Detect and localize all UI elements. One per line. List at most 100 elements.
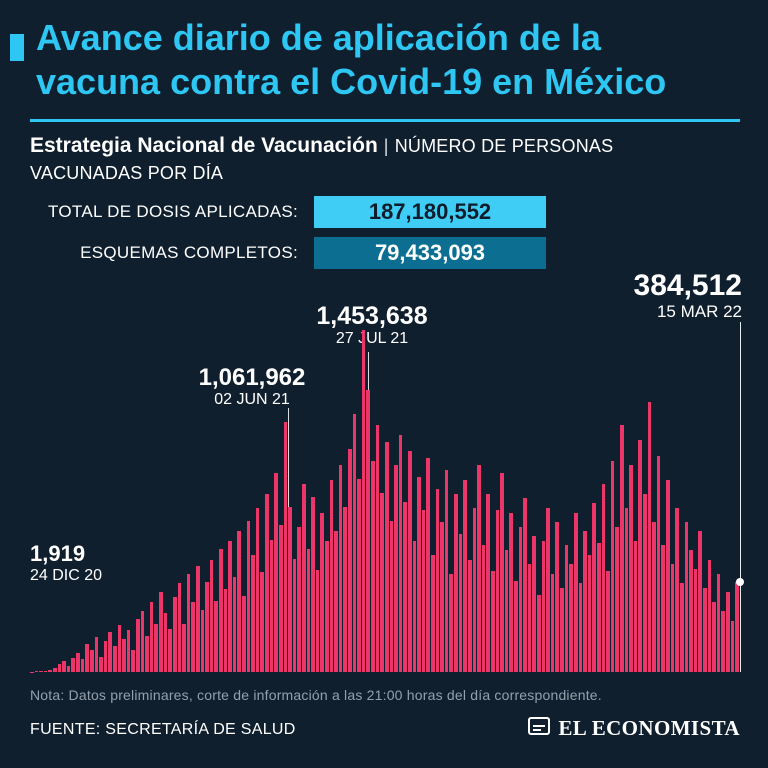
- bar: [260, 572, 265, 672]
- bar: [297, 526, 301, 672]
- bar: [647, 401, 652, 672]
- bar: [643, 493, 647, 672]
- bar: [610, 460, 615, 672]
- bar: [440, 521, 444, 672]
- bar: [94, 637, 99, 672]
- bar: [689, 550, 693, 672]
- annotation-peak: 1,453,638 27 JUL 21: [316, 302, 427, 348]
- annotation-last-day: 384,512 15 MAR 22: [634, 270, 742, 322]
- guide-line-july: [367, 352, 369, 426]
- bar: [343, 506, 348, 672]
- annotation-first-value: 1,919: [30, 541, 86, 566]
- bar: [504, 550, 509, 672]
- bar: [509, 512, 513, 672]
- stat-row-complete: ESQUEMAS COMPLETOS: 79,433,093: [30, 237, 546, 269]
- bar: [278, 525, 283, 672]
- bar: [89, 650, 94, 672]
- bar: [435, 488, 440, 672]
- bar: [573, 512, 578, 672]
- bar: [366, 390, 371, 672]
- bar: [140, 611, 145, 672]
- bar: [62, 661, 66, 672]
- bars-container: [30, 330, 740, 672]
- bar: [679, 583, 684, 672]
- bar: [449, 573, 454, 672]
- page-title: Avance diario de aplicación de la vacuna…: [36, 16, 748, 104]
- accent-square: [10, 34, 24, 61]
- bar: [122, 638, 126, 672]
- bar: [195, 565, 200, 672]
- bar: [583, 531, 587, 672]
- bar: [661, 545, 666, 672]
- bar: [596, 543, 601, 672]
- bar: [103, 640, 108, 672]
- bar: [481, 545, 486, 672]
- title-line1: Avance diario de aplicación de la: [36, 17, 601, 58]
- bar: [66, 665, 71, 672]
- bar: [417, 477, 421, 672]
- bar: [154, 624, 159, 672]
- guide-line-june: [288, 408, 290, 516]
- bar: [490, 571, 495, 672]
- total-doses-label: TOTAL DE DOSIS APLICADAS:: [48, 202, 298, 221]
- brand-wordmark: EL ECONOMISTA: [558, 716, 740, 740]
- bar: [209, 560, 214, 672]
- bar: [126, 630, 131, 672]
- bar: [555, 521, 560, 672]
- bar: [394, 465, 398, 672]
- bar: [684, 521, 689, 672]
- bar: [398, 434, 403, 672]
- subtitle-strong: Estrategia Nacional de Vacunación: [30, 134, 378, 157]
- bar: [53, 668, 57, 672]
- bar: [472, 507, 477, 672]
- right-axis-line: [740, 322, 741, 672]
- bar: [80, 658, 85, 672]
- bar: [730, 620, 735, 672]
- last-value-dot: [736, 578, 744, 586]
- bar: [606, 571, 610, 672]
- bar: [329, 479, 334, 672]
- bar: [670, 564, 675, 672]
- bar: [57, 664, 62, 672]
- bar: [652, 521, 656, 672]
- bar: [320, 512, 324, 672]
- bar: [214, 600, 218, 672]
- bar: [518, 526, 523, 672]
- bar: [112, 645, 117, 672]
- bar: [163, 612, 168, 672]
- bar: [454, 493, 458, 672]
- subtitle-separator: |: [383, 136, 389, 156]
- divider-rule: [30, 119, 740, 122]
- bar-chart: [30, 322, 744, 672]
- annotation-peak-date: 27 JUL 21: [335, 330, 409, 347]
- bar: [721, 611, 726, 672]
- bar: [569, 564, 573, 672]
- bar: [431, 554, 435, 672]
- bar: [620, 425, 624, 672]
- bar: [587, 554, 592, 672]
- bar: [315, 570, 320, 672]
- bar: [269, 539, 274, 672]
- bar: [228, 540, 232, 672]
- bar: [85, 644, 89, 672]
- title-line2: vacuna contra el Covid-19 en México: [36, 61, 667, 102]
- bar: [338, 465, 343, 672]
- bar: [532, 536, 537, 672]
- annotation-peak-value: 1,453,638: [316, 302, 428, 330]
- bar: [348, 448, 352, 672]
- bar: [389, 520, 394, 672]
- bar: [716, 573, 721, 672]
- bar: [500, 472, 504, 672]
- bar: [656, 456, 661, 672]
- bar: [177, 583, 182, 672]
- bar: [136, 619, 140, 672]
- footnote: Nota: Datos preliminares, corte de infor…: [30, 687, 602, 703]
- bar: [666, 479, 670, 672]
- bar: [301, 484, 306, 672]
- bar: [477, 465, 481, 672]
- bar: [71, 657, 76, 672]
- bar: [361, 330, 366, 672]
- bar: [255, 507, 260, 672]
- bar: [242, 595, 246, 672]
- annotation-june-date: 02 JUN 21: [214, 391, 290, 408]
